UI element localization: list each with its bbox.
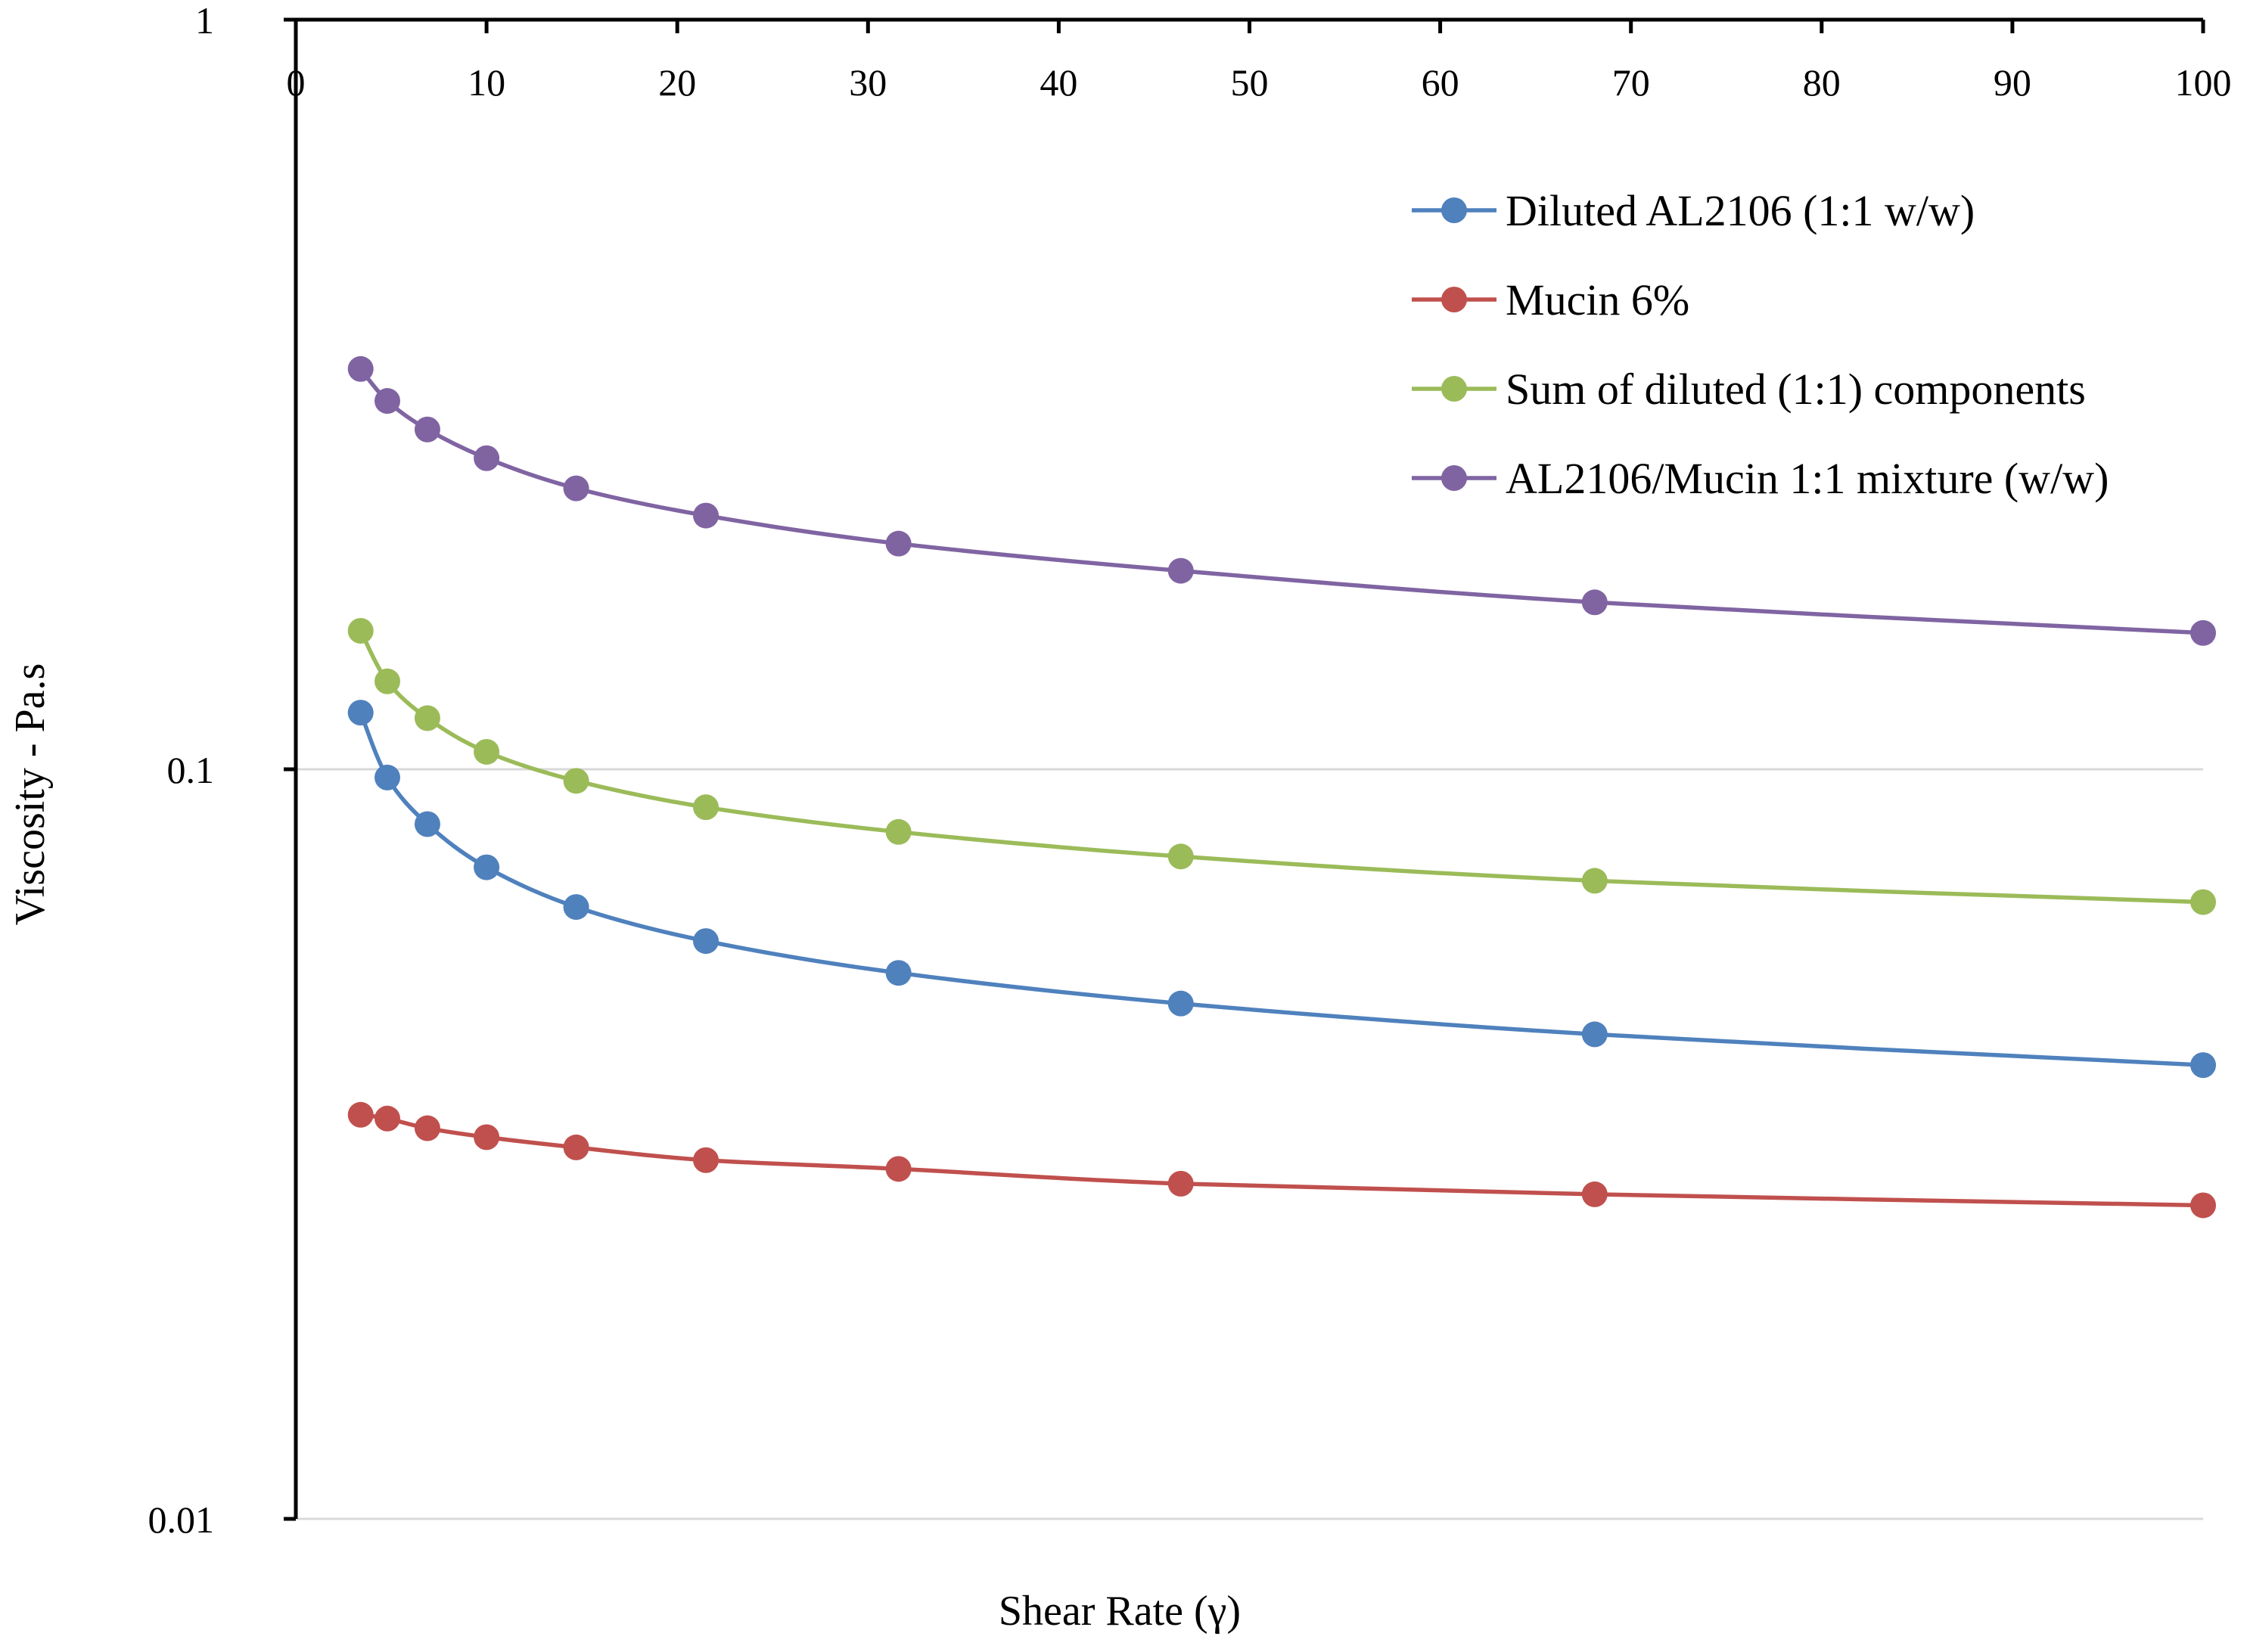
data-point [693,794,719,821]
data-point [414,705,440,731]
series-mucin-6 [347,1101,2216,1219]
data-point [414,811,440,837]
data-point [693,1147,719,1173]
legend-label: Diluted AL2106 (1:1 w/w) [1506,186,1975,235]
legend-label: AL2106/Mucin 1:1 mixture (w/w) [1506,454,2109,503]
x-tick-label: 30 [849,61,887,104]
series-group [347,356,2216,1219]
data-point [474,738,500,765]
x-tick-label: 90 [1994,61,2031,104]
x-tick-label: 40 [1040,61,1077,104]
data-point [414,1115,440,1141]
data-point [414,416,440,442]
data-point [1167,990,1194,1017]
data-point [563,894,589,921]
data-point [474,1124,500,1150]
y-tick-label: 0.01 [148,1498,215,1541]
data-point [2190,889,2216,915]
data-point [693,502,719,529]
data-point [563,475,589,502]
x-tick-label: 50 [1231,61,1269,104]
series-diluted-al2106-1-1-w-w [347,700,2216,1079]
data-point [1581,1021,1608,1048]
data-point [347,617,374,644]
legend-label: Mucin 6% [1506,275,1689,324]
data-point [693,928,719,955]
series-line [358,629,2205,905]
x-tick-label: 80 [1803,61,1841,104]
data-point [374,388,401,415]
data-point [374,764,401,790]
data-point [885,530,912,557]
axes: 0.010.110 10 20 30 40 50 60 70 80 90 100 [148,0,2232,1541]
series-sum-of-diluted-1-1-components [347,617,2216,915]
legend-marker [1441,287,1467,312]
data-point [374,1105,401,1132]
data-point [347,700,374,726]
legend-item: Mucin 6% [1412,275,1689,324]
y-axis-title: Viscosity - Pa.s [7,663,54,926]
data-point [885,960,912,986]
data-point [563,1134,589,1160]
data-point [885,818,912,845]
y-tick-label: 0.1 [167,749,215,791]
gridlines [296,768,2203,1520]
data-point [1167,557,1194,584]
x-tick-label: 70 [1612,61,1650,104]
x-axis-title: Shear Rate (γ) [999,1588,1241,1635]
data-point [2190,1192,2216,1219]
y-tick-label: 1 [195,0,214,42]
data-point [1167,843,1194,870]
legend-marker [1441,376,1467,402]
legend: Diluted AL2106 (1:1 w/w) Mucin 6% Sum of d… [1412,186,2109,503]
data-point [474,445,500,471]
data-point [885,1156,912,1182]
x-tick-label: 100 [2175,61,2232,104]
data-point [347,1101,374,1128]
legend-item: Diluted AL2106 (1:1 w/w) [1412,186,1975,235]
legend-label: Sum of diluted (1:1) components [1506,365,2086,414]
x-tick-label: 10 [468,61,505,104]
data-point [374,668,401,694]
data-point [1581,1181,1608,1207]
legend-marker [1441,197,1467,223]
data-point [2190,620,2216,646]
series-line [358,710,2205,1067]
data-point [563,768,589,794]
data-point [1167,1170,1194,1197]
legend-item: AL2106/Mucin 1:1 mixture (w/w) [1412,454,2109,503]
x-tick-label: 60 [1422,61,1459,104]
data-point [347,356,374,382]
data-point [2190,1052,2216,1079]
legend-marker [1441,465,1467,491]
x-tick-label: 20 [658,61,696,104]
series-al2106-mucin-1-1-mixture-w-w [347,356,2216,646]
data-point [1581,868,1608,894]
x-tick-label: 0 [287,61,306,104]
data-point [474,854,500,880]
data-point [1581,589,1608,616]
legend-item: Sum of diluted (1:1) components [1412,365,2086,414]
